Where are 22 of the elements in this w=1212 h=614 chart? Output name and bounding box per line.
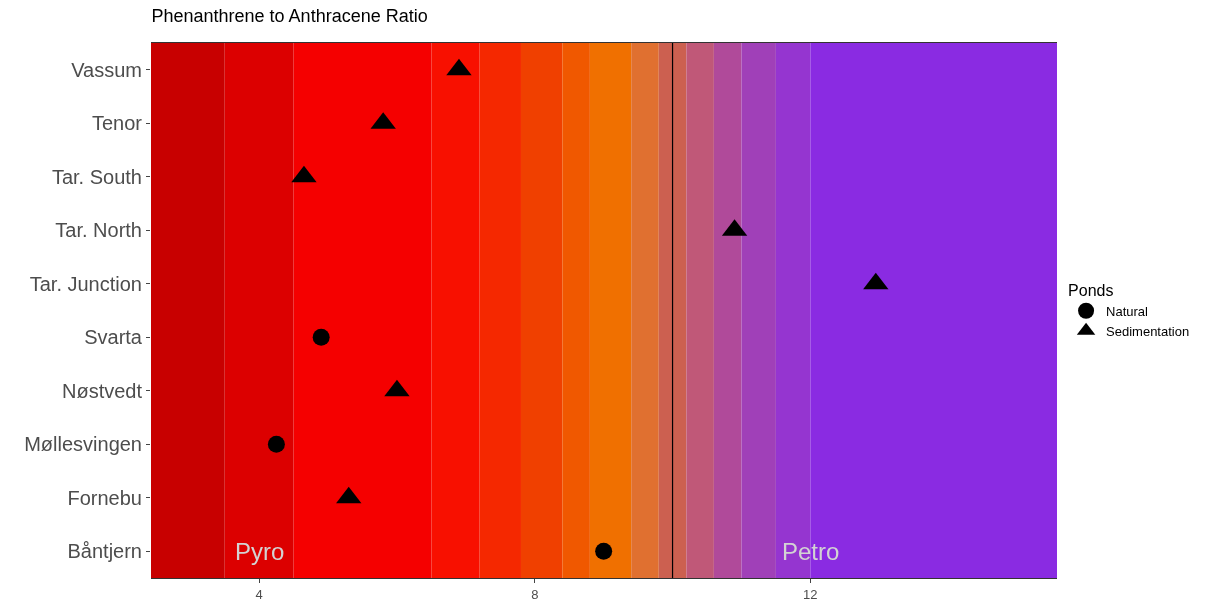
y-tick-label: Svarta <box>84 326 143 349</box>
legend-label: Natural <box>1106 303 1149 319</box>
y-tick-label: Fornebu <box>67 486 142 509</box>
y-tick-label: Tar. North <box>55 219 142 242</box>
x-tick-label: 12 <box>803 586 818 602</box>
y-tick-label: Nøstvedt <box>61 379 143 402</box>
legend-label: Sedimentation <box>1106 323 1190 339</box>
point <box>312 328 330 346</box>
y-tick-label: Tar. Junction <box>29 272 142 295</box>
annotation: Petro <box>782 538 840 565</box>
point <box>595 542 613 560</box>
y-tick-label: Tar. South <box>51 165 142 188</box>
legend-title: Ponds <box>1068 281 1114 299</box>
point <box>267 435 285 453</box>
chart-title: Phenanthrene to Anthracene Ratio <box>151 5 428 26</box>
y-tick-label: Båntjern <box>67 540 142 563</box>
x-tick-label: 8 <box>531 586 539 602</box>
x-tick-label: 4 <box>255 586 263 602</box>
y-tick-label: Vassum <box>71 58 142 81</box>
annotation: Pyro <box>235 538 285 565</box>
y-tick-label: Tenor <box>91 112 143 135</box>
y-tick-label: Møllesvingen <box>24 433 142 456</box>
